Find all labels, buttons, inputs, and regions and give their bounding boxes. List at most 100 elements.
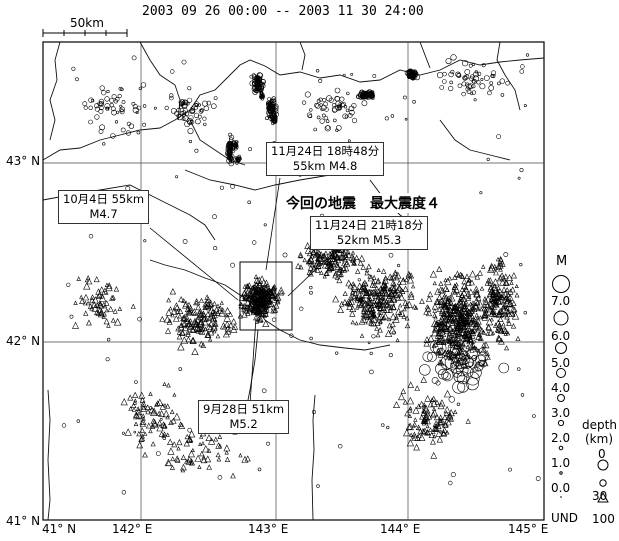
epicenter-triangle [404,315,410,321]
epicenter-triangle [444,315,450,321]
epicenter-circle [369,369,374,375]
epicenter-circle [267,102,271,106]
epicenter-circle [230,183,236,189]
depth-label-100: 100 [592,512,615,526]
epicenter-triangle [486,304,493,311]
epicenter-circle [499,78,505,84]
epicenter-triangle [370,315,378,323]
epicenter-triangle [485,323,492,330]
epicenter-triangle [255,310,261,315]
epicenter-triangle [446,413,454,421]
epicenter-circle [178,367,183,371]
epicenter-triangle [257,290,267,301]
epicenter-triangle [156,424,164,432]
epicenter-triangle [361,279,369,287]
epicenter-triangle [479,286,485,291]
epicenter-triangle [363,286,369,292]
epicenter-circle [106,337,111,342]
epicenter-triangle [437,359,443,365]
epicenter-triangle [460,289,468,296]
epicenter-triangle [501,305,507,310]
epicenter-triangle [211,319,219,327]
epicenter-circle [181,59,187,65]
epicenter-triangle [487,265,495,273]
epicenter-triangle [247,292,255,299]
epicenter-triangle [430,438,436,445]
epicenter-triangle [502,311,509,318]
epicenter-circle [273,115,277,119]
epicenter-circle [337,104,341,109]
epicenter-triangle [224,456,231,463]
epicenter-triangle [113,286,120,292]
epicenter-triangle [456,304,463,312]
epicenter-triangle [173,315,180,322]
epicenter-triangle [438,418,446,426]
epicenter-triangle [462,320,469,327]
epicenter-triangle [91,296,99,304]
epicenter-circle [335,125,342,131]
epicenter-circle [143,239,147,243]
epicenter-triangle [198,442,203,447]
epicenter-triangle [256,316,261,321]
epicenter-triangle [498,337,505,345]
epicenter-circle [99,124,105,131]
epicenter-triangle [436,436,443,443]
epicenter-triangle [174,457,181,463]
epicenter-circle [121,490,127,495]
epicenter-triangle [496,335,503,343]
epicenter-triangle [268,298,273,303]
epicenter-triangle [191,319,199,327]
epicenter-triangle [489,304,495,310]
epicenter-triangle [481,314,488,321]
epicenter-circle [170,69,175,74]
epicenter-triangle [350,281,356,287]
epicenter-circle [490,70,497,76]
epicenter-circle [481,63,486,68]
depth-label-0: 0 [598,447,606,461]
epicenter-circle [469,76,474,82]
epicenter-circle [98,129,104,134]
epicenter-circle [187,128,194,135]
epicenter-triangle [508,297,513,302]
epicenter-circle [189,108,195,114]
epicenter-triangle [440,335,446,342]
epicenter-triangle [475,324,484,333]
epicenter-triangle [170,417,177,424]
epicenter-triangle [485,330,491,336]
epicenter-triangle [470,342,476,349]
epicenter-circle [265,116,269,120]
epicenter-triangle [434,298,441,305]
epicenter-triangle [253,283,258,288]
epicenter-triangle [460,295,468,302]
epicenter-triangle [506,274,513,282]
epicenter-triangle [163,315,171,323]
epicenter-triangle [241,455,249,463]
epicenter-circle [498,362,510,374]
annotation-sep28: 9月28日 51km M5.2 [198,400,290,434]
epicenter-triangle [349,296,354,301]
epicenter-triangle [437,351,444,358]
epicenter-triangle [445,430,450,435]
epicenter-triangle [185,329,191,335]
epicenter-triangle [176,330,182,335]
epicenter-circle [169,93,174,98]
epicenter-triangle [412,406,420,414]
epicenter-circle [334,96,341,102]
epicenter-triangle [445,419,452,426]
epicenter-triangle [201,454,207,460]
epicenter-triangle [460,274,465,280]
epicenter-circle [478,359,485,367]
epicenter-triangle [189,337,196,344]
epicenter-triangle [462,325,467,330]
epicenter-circle [227,156,231,160]
epicenter-triangle [468,337,474,343]
epicenter-triangle [476,348,481,353]
epicenter-circle [371,334,376,339]
epicenter-triangle [220,307,225,312]
epicenter-triangle [177,308,184,315]
epicenter-triangle [342,290,348,296]
epicenter-triangle [201,315,207,321]
epicenter-triangle [386,316,392,322]
epicenter-circle [228,134,235,141]
